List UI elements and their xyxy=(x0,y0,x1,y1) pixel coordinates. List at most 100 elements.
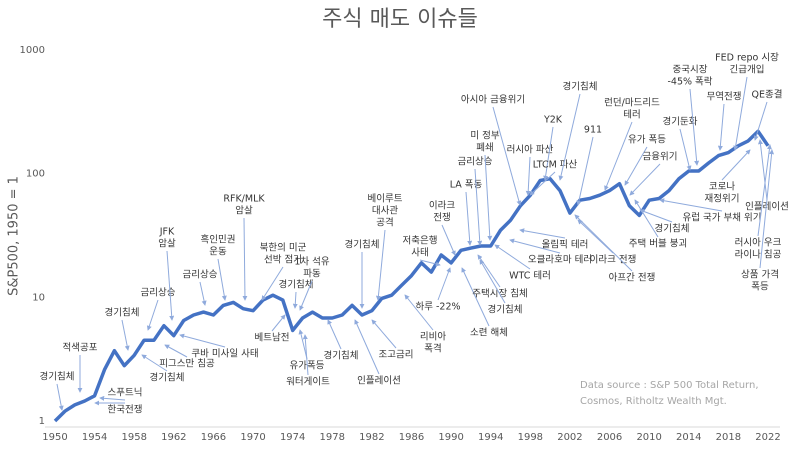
annotation-arrow xyxy=(164,344,188,358)
annotation: 인플레이션 xyxy=(357,376,401,387)
annotation: WTC 테러 xyxy=(509,271,551,282)
annotation-arrow xyxy=(574,214,633,272)
annotation: 워터게이트 xyxy=(286,377,330,388)
annotation-arrow xyxy=(479,259,506,304)
annotation: 아프간 전쟁 xyxy=(609,273,656,284)
annotation-arrow xyxy=(634,199,659,238)
annotation: 한국전쟁 xyxy=(108,405,143,416)
annotation: 코로나 xyxy=(709,182,735,193)
annotation-arrow xyxy=(604,121,633,191)
annotation: 암살 xyxy=(235,205,253,217)
x-tick-label: 1954 xyxy=(82,432,107,443)
annotation-arrow xyxy=(166,250,175,321)
annotation: 경기침체 xyxy=(279,279,314,291)
annotation: 조고금리 xyxy=(379,350,414,361)
annotation: 금리상승 xyxy=(458,157,493,168)
annotation: 긴급개입 xyxy=(730,64,765,76)
annotation-arrow xyxy=(56,383,64,411)
annotation-arrow xyxy=(529,171,556,196)
annotation: 911 xyxy=(584,125,602,136)
annotation: QE종결 xyxy=(752,90,783,101)
annotation-arrow xyxy=(271,314,286,332)
annotation: 소련 해체 xyxy=(470,327,508,339)
annotation-arrow xyxy=(753,101,768,141)
annotation: 경기침체 xyxy=(40,371,75,383)
annotation: 유가 폭등 xyxy=(628,135,666,146)
annotation: 1차 석유 xyxy=(294,256,330,268)
x-tick-label: 1970 xyxy=(240,432,265,443)
annotation: 올림픽 테러 xyxy=(542,239,589,251)
y-tick-label: 10 xyxy=(32,292,45,303)
annotation: 대사관 xyxy=(372,206,398,217)
annotation-arrow xyxy=(484,154,493,241)
annotation: 경기침체 xyxy=(345,239,380,251)
annotation: 경기침체 xyxy=(488,304,523,316)
annotation-arrow xyxy=(721,149,751,181)
annotation: 라이나 침공 xyxy=(735,250,782,261)
x-tick-label: 1962 xyxy=(161,432,186,443)
annotation: 피그스만 침공 xyxy=(159,359,215,370)
annotation-arrow xyxy=(461,267,490,327)
annotation-arrow xyxy=(146,299,159,331)
annotation-arrow xyxy=(679,128,692,171)
annotation-arrow xyxy=(327,319,342,350)
annotation: 경기침체 xyxy=(563,81,598,93)
annotation-arrow xyxy=(759,149,775,269)
annotation-arrow xyxy=(375,229,386,301)
annotation: 미 정부 xyxy=(470,131,499,142)
annotation: 북한의 미군 xyxy=(260,243,307,254)
annotation: 아시아 금융위기 xyxy=(461,94,525,106)
x-tick-label: 2018 xyxy=(716,432,741,443)
annotation: 베이루트 xyxy=(368,194,403,205)
annotation-arrow xyxy=(141,354,168,372)
annotation-arrow xyxy=(298,329,308,360)
annotation-arrow xyxy=(757,144,772,237)
x-tick-label: 1978 xyxy=(320,432,345,443)
annotation-arrow xyxy=(629,163,661,196)
annotation: RFK/MLK xyxy=(223,194,265,205)
annotation-arrow xyxy=(354,319,380,375)
x-tick-label: 1990 xyxy=(438,432,463,443)
annotation-arrow xyxy=(543,126,554,181)
annotation: 금융위기 xyxy=(643,151,678,163)
annotation-arrow xyxy=(217,258,227,301)
annotation: 경기침체 xyxy=(150,372,185,384)
x-tick-label: 1966 xyxy=(201,432,226,443)
annotation: 런던/마드리드 xyxy=(604,98,660,109)
annotation: 암살 xyxy=(158,238,176,250)
annotation-arrow xyxy=(404,294,434,331)
annotation: 이라크 전쟁 xyxy=(590,255,637,266)
source-note: Cosmos, Ritholtz Wealth Mgt. xyxy=(580,396,727,407)
annotation-arrow xyxy=(437,267,451,301)
x-tick-label: 1974 xyxy=(280,432,305,443)
annotation: 선박 점거 xyxy=(264,254,302,266)
annotation-arrow xyxy=(299,280,313,311)
annotation-arrow xyxy=(689,88,700,166)
annotation-arrow xyxy=(419,259,441,267)
annotation: 금리상승 xyxy=(141,288,176,299)
annotation-arrow xyxy=(659,198,723,212)
annotation-arrow xyxy=(624,146,648,186)
annotation: 무역전쟁 xyxy=(707,92,742,103)
annotation: JFK xyxy=(159,227,175,238)
annotation: 이라크 xyxy=(429,201,455,212)
annotation-arrow xyxy=(302,334,309,376)
annotation-arrow xyxy=(509,238,561,254)
x-tick-label: 1986 xyxy=(399,432,424,443)
annotation: 하루 -22% xyxy=(415,301,460,313)
x-tick-label: 2010 xyxy=(636,432,661,443)
annotation-arrow xyxy=(757,139,768,201)
annotation: 적색공포 xyxy=(63,342,98,354)
annotation-arrow xyxy=(519,228,566,239)
annotation-arrow xyxy=(121,319,130,351)
x-tick-label: 2022 xyxy=(755,432,780,443)
annotation-arrow xyxy=(474,168,483,246)
x-tick-label: 2002 xyxy=(557,432,582,443)
x-tick-label: 1994 xyxy=(478,432,503,443)
annotation-arrow xyxy=(179,333,226,348)
x-tick-label: 1982 xyxy=(359,432,384,443)
annotation-arrow xyxy=(558,93,581,181)
x-tick-label: 2014 xyxy=(676,432,701,443)
annotation: -45% 폭락 xyxy=(667,76,712,88)
